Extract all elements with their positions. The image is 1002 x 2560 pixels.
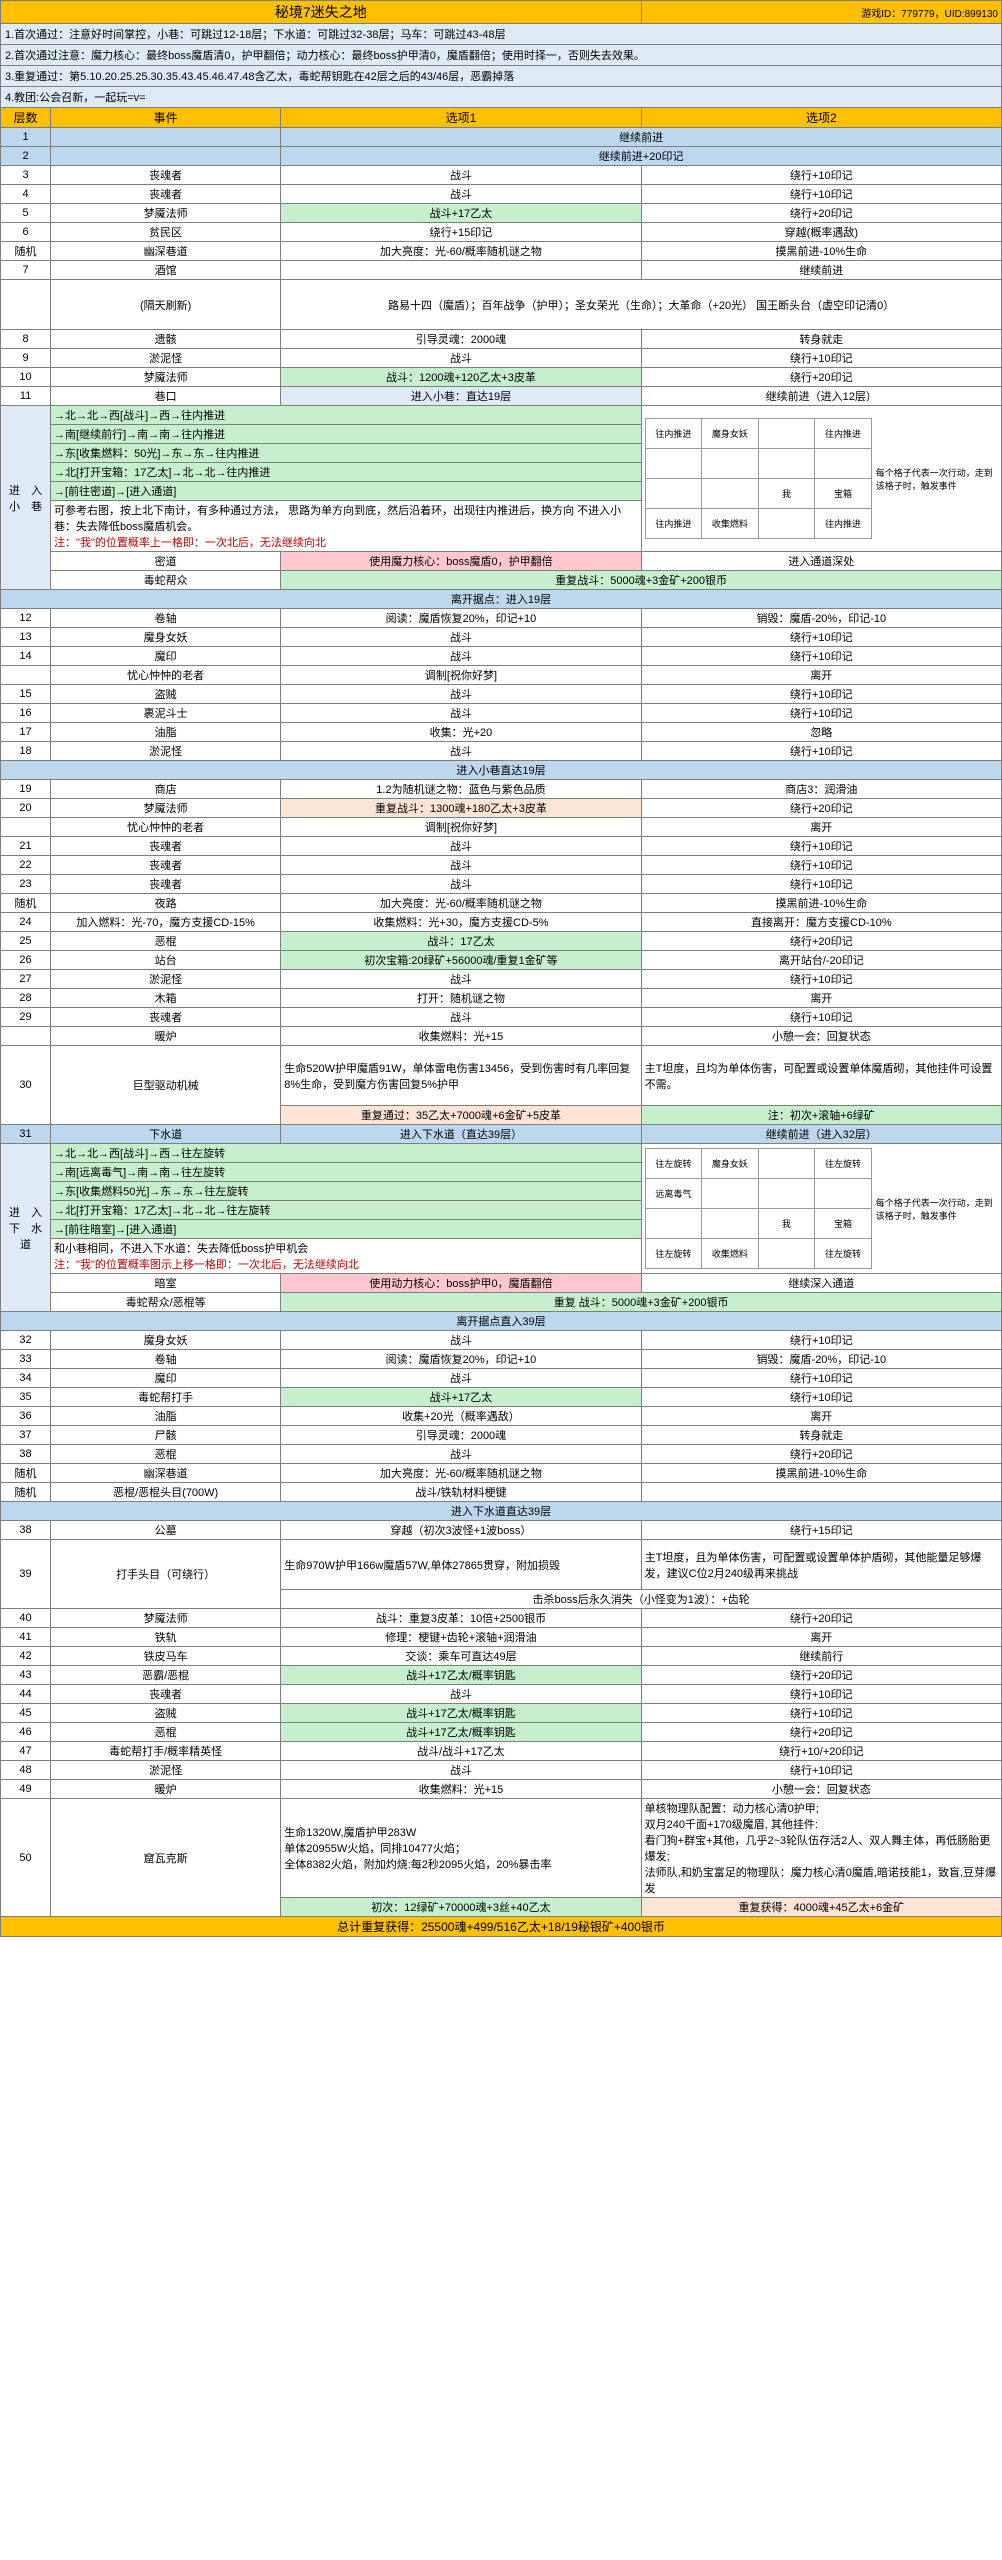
hdr-event: 事件: [51, 108, 281, 128]
grid-note: 每个格子代表一次行动，走到该格子时，触发事件: [876, 466, 998, 492]
note-3: 3.重复通过：第5.10.20.25.25.30.35.43.45.46.47.…: [1, 66, 1002, 87]
note-1: 1.首次通过：注意好时间掌控，小巷：可跳过12-18层；下水道：可跳过32-38…: [1, 24, 1002, 45]
note-4: 4.教团:公会召新，一起玩=v=: [1, 87, 1002, 108]
sewer-title: 进 入 下 水 道: [1, 1144, 51, 1312]
section-39: 进入下水道直达39层: [1, 1502, 1002, 1521]
alley-grid-cell: 往内推进魔身女妖往内推进我宝箱往内推进收集燃料往内推进 每个格子代表一次行动，走…: [641, 406, 1001, 552]
hdr-opt1: 选项1: [281, 108, 641, 128]
alley-desc: 可参考右图，按上北下南计，有多种通过方法， 思路为单方向到底，然后沿着环，出现往…: [51, 501, 642, 552]
section-19: 进入小巷直达19层: [1, 761, 1002, 780]
game-id: 游戏ID：779779，UID:899130: [641, 1, 1001, 24]
total: 总计重复获得：25500魂+499/516乙太+18/19秘银矿+400银币: [1, 1917, 1002, 1937]
page-title: 秘境7迷失之地: [1, 1, 642, 24]
section-12: 离开据点：进入19层: [1, 590, 1002, 609]
hdr-opt2: 选项2: [641, 108, 1001, 128]
alley-step: →北→北→西[战斗]→西→往内推进: [51, 406, 642, 425]
note-2: 2.首次通过注意：魔力核心：最终boss魔盾清0，护甲翻倍；动力核心：最终bos…: [1, 45, 1002, 66]
guide-table: 秘境7迷失之地游戏ID：779779，UID:899130 1.首次通过：注意好…: [0, 0, 1002, 1937]
alley-title: 进 入 小 巷: [1, 406, 51, 590]
sewer-grid-cell: 往左旋转魔身女妖往左旋转远离毒气我宝箱往左旋转收集燃料往左旋转 每个格子代表一次…: [641, 1144, 1001, 1274]
section-32: 离开据点直入39层: [1, 1312, 1002, 1331]
hdr-layer: 层数: [1, 108, 51, 128]
